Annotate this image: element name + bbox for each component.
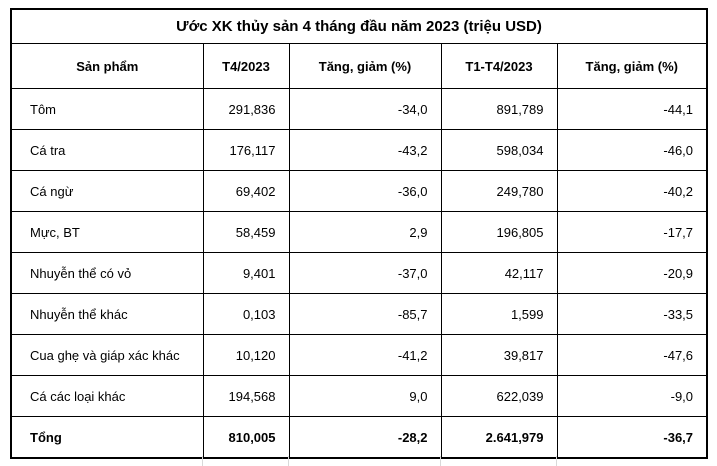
table-row: Cá các loại khác 194,568 9,0 622,039 -9,… xyxy=(10,375,708,417)
table-row: Cá ngừ 69,402 -36,0 249,780 -40,2 xyxy=(10,170,708,212)
value-cell-change-t1-t4: -40,2 xyxy=(556,170,708,212)
product-cell: Mực, BT xyxy=(10,211,204,253)
value-cell-change-t1-t4: -46,0 xyxy=(556,129,708,171)
value-cell-t1-t4: 39,817 xyxy=(440,334,558,376)
column-header-t4-2023: T4/2023 xyxy=(202,43,290,89)
product-cell: Cá tra xyxy=(10,129,204,171)
cutoff-gridline xyxy=(288,456,289,466)
table-total-row: Tổng 810,005 -28,2 2.641,979 -36,7 xyxy=(10,416,708,459)
column-header-change-t1-t4: Tăng, giảm (%) xyxy=(556,43,708,89)
total-value-cell-t4: 810,005 xyxy=(202,416,290,459)
value-cell-t4: 69,402 xyxy=(202,170,290,212)
value-cell-change-t4: -34,0 xyxy=(288,88,442,130)
value-cell-t4: 291,836 xyxy=(202,88,290,130)
product-cell: Tôm xyxy=(10,88,204,130)
table-header-row: Sản phẩm T4/2023 Tăng, giảm (%) T1-T4/20… xyxy=(10,43,708,89)
table-title-row: Ước XK thủy sản 4 tháng đầu năm 2023 (tr… xyxy=(10,8,708,44)
value-cell-change-t1-t4: -44,1 xyxy=(556,88,708,130)
cutoff-gridline xyxy=(202,456,203,466)
value-cell-change-t4: -36,0 xyxy=(288,170,442,212)
product-cell: Cá các loại khác xyxy=(10,375,204,417)
value-cell-t1-t4: 196,805 xyxy=(440,211,558,253)
value-cell-t1-t4: 622,039 xyxy=(440,375,558,417)
cutoff-gridline xyxy=(556,456,557,466)
value-cell-t1-t4: 249,780 xyxy=(440,170,558,212)
value-cell-change-t1-t4: -9,0 xyxy=(556,375,708,417)
value-cell-change-t1-t4: -33,5 xyxy=(556,293,708,335)
product-cell: Nhuyễn thể khác xyxy=(10,293,204,335)
value-cell-change-t1-t4: -17,7 xyxy=(556,211,708,253)
column-header-product: Sản phẩm xyxy=(10,43,204,89)
value-cell-t1-t4: 1,599 xyxy=(440,293,558,335)
value-cell-t4: 9,401 xyxy=(202,252,290,294)
value-cell-change-t4: -41,2 xyxy=(288,334,442,376)
value-cell-t4: 0,103 xyxy=(202,293,290,335)
total-value-cell-change-t1-t4: -36,7 xyxy=(556,416,708,459)
table-row: Nhuyễn thể có vỏ 9,401 -37,0 42,117 -20,… xyxy=(10,252,708,294)
table-row: Cá tra 176,117 -43,2 598,034 -46,0 xyxy=(10,129,708,171)
total-value-cell-change-t4: -28,2 xyxy=(288,416,442,459)
value-cell-change-t4: -37,0 xyxy=(288,252,442,294)
table-row: Nhuyễn thể khác 0,103 -85,7 1,599 -33,5 xyxy=(10,293,708,335)
value-cell-change-t4: -85,7 xyxy=(288,293,442,335)
product-cell: Cua ghẹ và giáp xác khác xyxy=(10,334,204,376)
total-label-cell: Tổng xyxy=(10,416,204,459)
table-row: Tôm 291,836 -34,0 891,789 -44,1 xyxy=(10,88,708,130)
value-cell-change-t4: 2,9 xyxy=(288,211,442,253)
value-cell-change-t1-t4: -20,9 xyxy=(556,252,708,294)
product-cell: Nhuyễn thể có vỏ xyxy=(10,252,204,294)
value-cell-t4: 10,120 xyxy=(202,334,290,376)
table-row: Cua ghẹ và giáp xác khác 10,120 -41,2 39… xyxy=(10,334,708,376)
value-cell-t4: 194,568 xyxy=(202,375,290,417)
value-cell-t1-t4: 891,789 xyxy=(440,88,558,130)
value-cell-change-t4: 9,0 xyxy=(288,375,442,417)
value-cell-t1-t4: 598,034 xyxy=(440,129,558,171)
column-header-t1-t4: T1-T4/2023 xyxy=(440,43,558,89)
value-cell-t4: 176,117 xyxy=(202,129,290,171)
seafood-export-table: Ước XK thủy sản 4 tháng đầu năm 2023 (tr… xyxy=(10,8,709,459)
value-cell-change-t1-t4: -47,6 xyxy=(556,334,708,376)
table-row: Mực, BT 58,459 2,9 196,805 -17,7 xyxy=(10,211,708,253)
product-cell: Cá ngừ xyxy=(10,170,204,212)
value-cell-change-t4: -43,2 xyxy=(288,129,442,171)
table-title: Ước XK thủy sản 4 tháng đầu năm 2023 (tr… xyxy=(10,8,708,44)
column-header-change-t4: Tăng, giảm (%) xyxy=(288,43,442,89)
total-value-cell-t1-t4: 2.641,979 xyxy=(440,416,558,459)
value-cell-t4: 58,459 xyxy=(202,211,290,253)
cutoff-gridline xyxy=(440,456,441,466)
value-cell-t1-t4: 42,117 xyxy=(440,252,558,294)
